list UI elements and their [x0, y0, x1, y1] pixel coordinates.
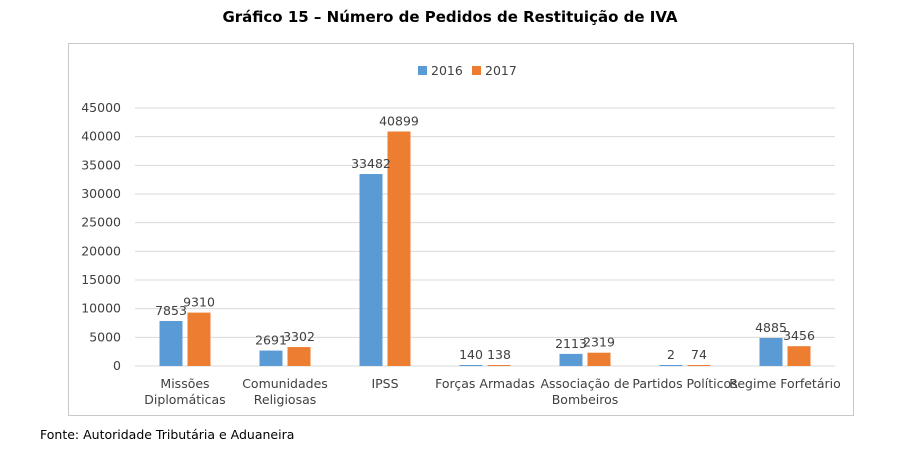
- x-category-label: IPSS: [371, 376, 398, 391]
- y-tick-label: 40000: [81, 129, 121, 144]
- y-tick-label: 30000: [81, 186, 121, 201]
- bar-2017-0: [187, 312, 211, 366]
- legend-swatch-2017: [472, 66, 481, 75]
- legend-swatch-2016: [418, 66, 427, 75]
- y-tick-label: 25000: [81, 215, 121, 230]
- y-tick-label: 15000: [81, 272, 121, 287]
- x-category-label: Missões Diplomáticas: [144, 376, 225, 407]
- data-label-2016: 2691: [255, 333, 287, 348]
- data-label-2017: 138: [487, 347, 511, 362]
- bar-2017-6: [787, 346, 811, 366]
- bar-2016-5: [659, 365, 683, 366]
- bars: [159, 131, 811, 366]
- data-label-2017: 2319: [583, 335, 615, 350]
- y-tick-label: 20000: [81, 243, 121, 258]
- source-note: Fonte: Autoridade Tributária e Aduaneira: [40, 427, 295, 442]
- x-category-label: Partidos Políticos: [632, 376, 737, 391]
- data-label-2016: 140: [459, 347, 483, 362]
- chart-title: Gráfico 15 – Número de Pedidos de Restit…: [222, 8, 678, 26]
- y-tick-label: 10000: [81, 301, 121, 316]
- gridlines: [135, 107, 835, 367]
- data-label-2017: 3456: [783, 328, 815, 343]
- data-label-2017: 3302: [283, 329, 315, 344]
- bar-2016-4: [559, 353, 583, 366]
- y-tick-label: 35000: [81, 157, 121, 172]
- data-label-2016: 33482: [351, 156, 391, 171]
- bar-2016-3: [459, 365, 483, 366]
- x-category-label: Comunidades Religiosas: [242, 376, 328, 407]
- bar-2016-0: [159, 320, 183, 366]
- data-label-2017: 74: [691, 347, 707, 362]
- data-label-2016: 2: [667, 347, 675, 362]
- x-category-label: Regime Forfetário: [729, 376, 841, 391]
- bar-2016-6: [759, 337, 783, 366]
- y-tick-label: 5000: [89, 329, 121, 344]
- bar-2017-2: [387, 131, 411, 366]
- y-tick-label: 45000: [81, 100, 121, 115]
- bar-2017-4: [587, 352, 611, 366]
- chart-frame: [68, 43, 854, 416]
- bar-2016-1: [259, 350, 283, 366]
- data-label-2016: 2113: [555, 336, 587, 351]
- x-axis-category-labels: Missões Diplomáticas Comunidades Religiosas…: [144, 376, 840, 407]
- y-tick-label: 0: [113, 358, 121, 373]
- y-axis-tick-labels: 0 5000 10000 15000 20000 25000 30000 35000 40000…: [81, 100, 121, 373]
- x-category-label: Associação de Bombeiros: [540, 376, 629, 407]
- bar-2016-2: [359, 174, 383, 366]
- legend-label-2017: 2017: [485, 63, 517, 78]
- bar-2017-3: [487, 365, 511, 366]
- legend: 2016 2017: [418, 63, 517, 78]
- bar-2017-5: [687, 365, 711, 366]
- legend-label-2016: 2016: [431, 63, 463, 78]
- data-label-2016: 4885: [755, 320, 787, 335]
- data-label-2016: 7853: [155, 303, 187, 318]
- data-label-2017: 9310: [183, 295, 215, 310]
- bar-2017-1: [287, 347, 311, 366]
- data-label-2017: 40899: [379, 114, 419, 129]
- x-category-label: Forças Armadas: [435, 376, 535, 391]
